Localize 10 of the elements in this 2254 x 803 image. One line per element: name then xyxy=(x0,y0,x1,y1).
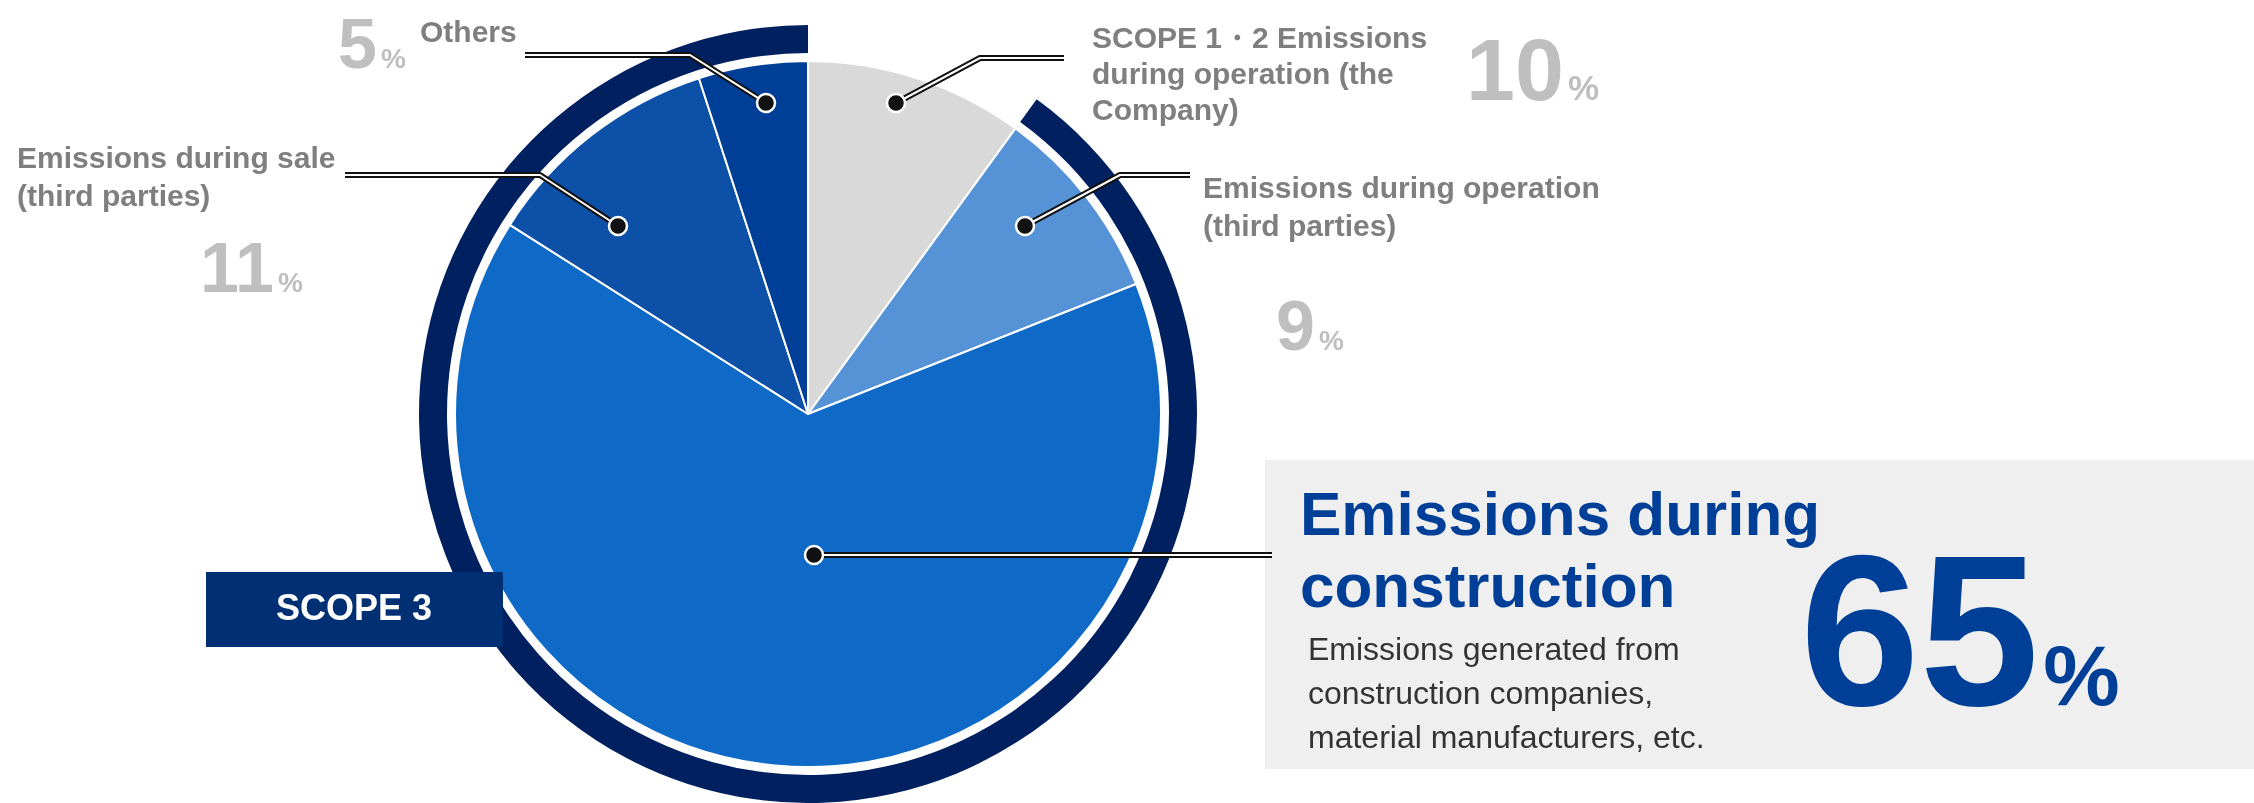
text: SCOPE 3 xyxy=(275,586,433,628)
slice-label: Emissions during operation (third parties) xyxy=(1203,171,1600,242)
data-label: 5% xyxy=(338,5,406,83)
slice-label: Others xyxy=(420,15,517,48)
data-label: 10% xyxy=(1466,20,1600,119)
slice-label: Emissions during sale (third parties) xyxy=(17,141,336,212)
slice-label: SCOPE 1・2 Emissions during operation (the Company) xyxy=(1092,21,1428,126)
data-label: 11% xyxy=(200,229,303,307)
data-label: 9% xyxy=(1276,287,1344,365)
text: Emissions generated from construction companies, material manufacturers, etc. xyxy=(1308,631,1705,755)
